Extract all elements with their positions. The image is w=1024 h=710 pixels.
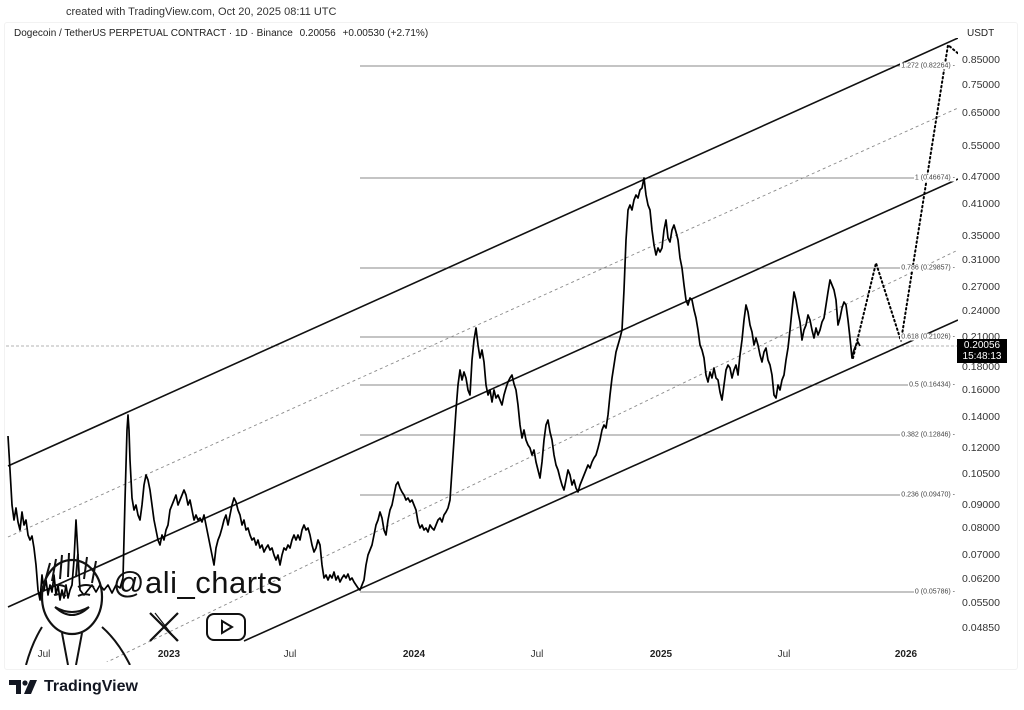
price-axis-label: 0.05500 — [962, 597, 1000, 609]
channel-lower-mid-line — [106, 249, 958, 662]
price-axis-label: 0.41000 — [962, 198, 1000, 210]
fib-level-label: 0.236 (0.09470) - — [900, 491, 956, 499]
price-axis-label: 0.14000 — [962, 411, 1000, 423]
fib-level-label: 0.5 (0.16434) - — [908, 381, 956, 389]
currency-unit: USDT — [967, 28, 995, 39]
price-axis-label: 0.55000 — [962, 140, 1000, 152]
plot-area — [6, 38, 958, 662]
watermark-handle: @ali_charts — [113, 565, 283, 600]
price-axis-label: 0.75000 — [962, 79, 1000, 91]
time-axis-label: Jul — [530, 649, 544, 660]
time-axis-label: Jul — [777, 649, 791, 660]
current-price: 0.20056 — [963, 340, 1001, 351]
time-axis-label: Jul — [283, 649, 297, 660]
price-axis-label: 0.85000 — [962, 54, 1000, 66]
time-axis-label: 2023 — [157, 649, 181, 660]
price-axis-label: 0.16000 — [962, 384, 1000, 396]
tradingview-brand: TradingView — [44, 678, 138, 695]
projection-path — [852, 43, 958, 359]
time-axis-label: Jul — [37, 649, 51, 660]
price-axis-label: 0.18000 — [962, 361, 1000, 373]
fib-level-label: 1.272 (0.82264) - — [900, 62, 956, 70]
price-axis-label: 0.35000 — [962, 230, 1000, 242]
symbol-header: Dogecoin / TetherUS PERPETUAL CONTRACT ·… — [14, 28, 432, 39]
fib-level-label: 1 (0.46674) - — [913, 174, 956, 182]
price-axis-label: 0.24000 — [962, 305, 1000, 317]
avatar-illustration-icon — [25, 552, 131, 665]
price-line — [7, 177, 861, 601]
tradingview-logo[interactable]: TradingView — [9, 678, 138, 696]
created-caption: created with TradingView.com, Oct 20, 20… — [66, 6, 337, 18]
current-price-tag: 0.20056 15:48:13 — [957, 339, 1007, 363]
time-axis-label: 2024 — [402, 649, 426, 660]
price-axis-label: 0.07000 — [962, 549, 1000, 561]
price-axis-label: 0.08000 — [962, 522, 1000, 534]
tradingview-logo-icon — [9, 680, 37, 694]
price-axis-label: 0.06200 — [962, 573, 1000, 585]
price-axis-label: 0.31000 — [962, 254, 1000, 266]
fib-level-label: 0.382 (0.12846) - — [900, 431, 956, 439]
fib-level-label: 0.786 (0.29857) - — [900, 264, 956, 272]
last-price: 0.20056 — [299, 28, 336, 39]
time-axis-label: 2025 — [649, 649, 673, 660]
price-axis-label: 0.12000 — [962, 442, 1000, 454]
channel-upper-line — [7, 38, 958, 467]
channel-middle-line — [7, 178, 958, 608]
x-logo-icon — [149, 612, 179, 642]
fib-level-label: 0.618 (0.21026) - — [900, 333, 956, 341]
channel-lower-line — [243, 319, 958, 642]
time-axis-label: 2026 — [894, 649, 918, 660]
price-axis-label: 0.47000 — [962, 171, 1000, 183]
price-axis-label: 0.09000 — [962, 499, 1000, 511]
symbol-title[interactable]: Dogecoin / TetherUS PERPETUAL CONTRACT ·… — [14, 28, 293, 39]
youtube-icon — [206, 613, 246, 641]
price-change: +0.00530 (+2.71%) — [342, 28, 429, 39]
fib-level-label: 0 (0.05786) - — [913, 588, 956, 596]
price-axis-label: 0.65000 — [962, 107, 1000, 119]
bar-countdown: 15:48:13 — [962, 351, 1002, 362]
price-axis-label: 0.10500 — [962, 468, 1000, 480]
price-axis-label: 0.04850 — [962, 622, 1000, 634]
channel-upper-mid-line — [7, 107, 958, 538]
price-axis-label: 0.27000 — [962, 281, 1000, 293]
